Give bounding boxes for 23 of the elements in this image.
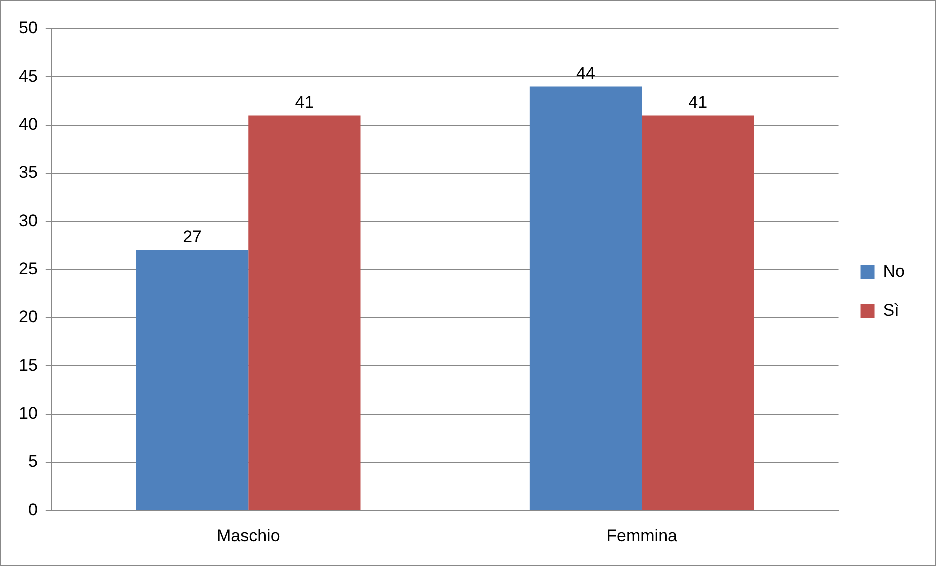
- legend-label: No: [883, 262, 906, 282]
- y-tick-label: 5: [28, 452, 38, 472]
- bar: [642, 116, 754, 510]
- y-tick-label: 50: [18, 18, 38, 38]
- y-tick-label: 40: [18, 115, 38, 134]
- data-label: 41: [295, 92, 314, 112]
- y-tick-label: 45: [18, 66, 38, 86]
- y-tick-label: 0: [28, 500, 38, 520]
- y-tick-label: 20: [18, 308, 38, 327]
- y-tick-label: 10: [18, 404, 38, 423]
- data-label: 41: [688, 92, 708, 112]
- bar: [530, 86, 642, 510]
- data-label: 44: [576, 64, 596, 83]
- y-tick-label: 25: [18, 259, 38, 278]
- x-tick-label: Maschio: [216, 526, 280, 546]
- y-tick-label: 15: [18, 356, 38, 375]
- bar: [248, 116, 361, 510]
- legend-label: Sì: [883, 301, 900, 320]
- x-tick-label: Femmina: [606, 526, 678, 546]
- y-tick-label: 35: [18, 163, 38, 182]
- y-tick-label: 30: [18, 211, 38, 230]
- data-label: 27: [183, 228, 202, 247]
- bar: [136, 250, 249, 510]
